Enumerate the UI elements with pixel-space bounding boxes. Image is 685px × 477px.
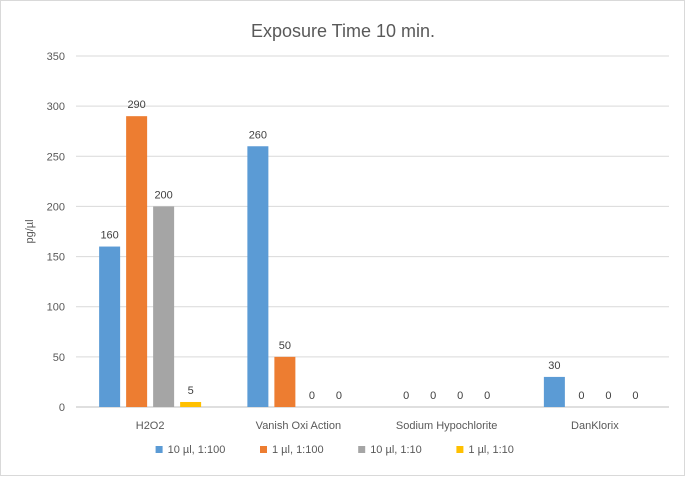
legend-label: 10 µl, 1:100 xyxy=(168,444,226,456)
bar xyxy=(543,376,565,407)
bar xyxy=(126,116,148,408)
data-label: 30 xyxy=(548,360,560,372)
legend-swatch xyxy=(456,446,464,453)
y-tick-label: 100 xyxy=(47,302,65,314)
x-category-label: Sodium Hypochlorite xyxy=(396,420,498,432)
y-tick-label: 250 xyxy=(47,151,65,163)
y-tick-label: 0 xyxy=(59,402,65,414)
bar xyxy=(247,146,269,407)
y-tick-label: 150 xyxy=(47,252,65,264)
data-label: 0 xyxy=(605,390,611,402)
data-label: 0 xyxy=(309,390,315,402)
legend-swatch xyxy=(260,446,267,453)
data-label: 0 xyxy=(632,390,638,402)
data-label: 5 xyxy=(188,385,194,397)
legend-label: 1 µl, 1:100 xyxy=(272,444,324,456)
data-label: 50 xyxy=(279,340,291,352)
legend-swatch xyxy=(155,446,163,453)
y-tick-label: 200 xyxy=(47,201,65,213)
bar xyxy=(180,401,202,407)
y-axis-label: pg/µl xyxy=(24,219,36,243)
data-label: 260 xyxy=(249,129,267,141)
data-label: 290 xyxy=(127,99,145,111)
y-tick-label: 50 xyxy=(53,352,65,364)
x-category-label: DanKlorix xyxy=(571,420,619,432)
x-category-label: H2O2 xyxy=(136,420,165,432)
legend-label: 1 µl, 1:10 xyxy=(468,444,513,456)
data-label: 0 xyxy=(578,390,584,402)
data-label: 200 xyxy=(154,189,172,201)
y-tick-label: 300 xyxy=(47,101,65,113)
chart-title: Exposure Time 10 min. xyxy=(251,21,435,41)
legend-swatch xyxy=(358,446,366,453)
data-label: 0 xyxy=(484,390,490,402)
y-tick-label: 350 xyxy=(47,51,65,63)
data-label: 160 xyxy=(100,230,118,242)
bar xyxy=(99,246,121,407)
data-label: 0 xyxy=(336,390,342,402)
x-category-label: Vanish Oxi Action xyxy=(256,420,341,432)
data-label: 0 xyxy=(403,390,409,402)
data-label: 0 xyxy=(430,390,436,402)
legend-label: 10 µl, 1:10 xyxy=(370,444,422,456)
data-label: 0 xyxy=(457,390,463,402)
bar xyxy=(153,206,175,407)
bar xyxy=(274,356,296,407)
